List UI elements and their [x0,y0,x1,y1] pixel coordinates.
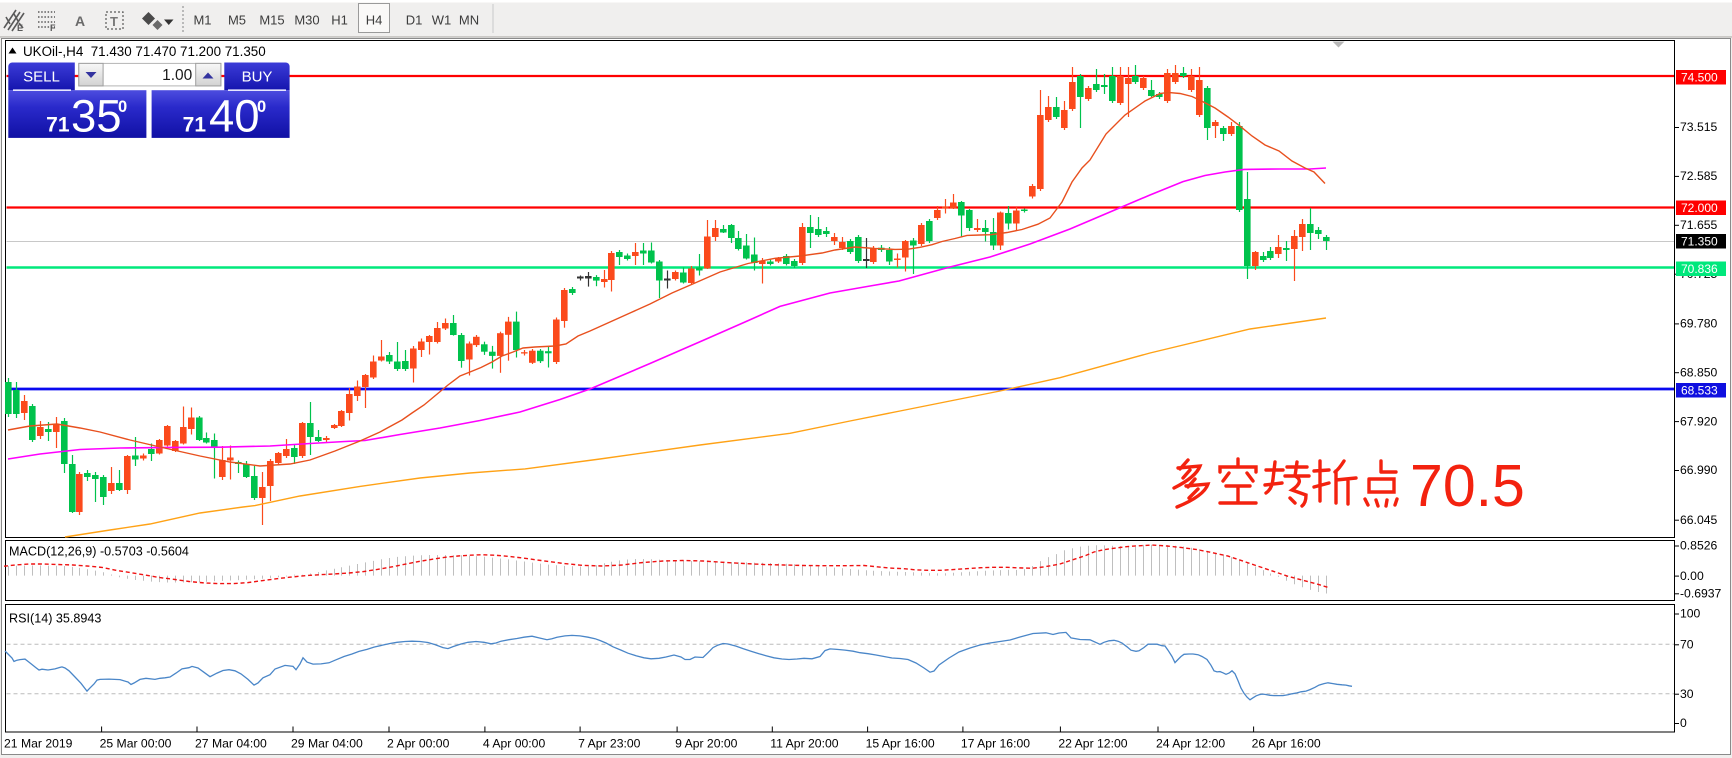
svg-text:72.000: 72.000 [1681,201,1718,215]
svg-text:21 Mar 2019: 21 Mar 2019 [4,737,73,751]
svg-text:70.836: 70.836 [1681,262,1718,276]
svg-text:M15: M15 [259,13,284,28]
svg-text:17 Apr 16:00: 17 Apr 16:00 [961,737,1030,751]
svg-text:0.00: 0.00 [1680,569,1704,583]
svg-text:70: 70 [1680,638,1694,652]
svg-text:T: T [110,14,118,29]
svg-text:40: 40 [209,91,260,142]
svg-text:0: 0 [1680,716,1687,730]
svg-text:71.655: 71.655 [1680,218,1717,232]
svg-text:73.515: 73.515 [1680,120,1717,134]
svg-text:MACD(12,26,9) -0.5703 -0.5604: MACD(12,26,9) -0.5703 -0.5604 [9,545,189,559]
svg-text:71: 71 [46,114,70,137]
svg-text:M30: M30 [294,13,319,28]
svg-text:H1: H1 [331,13,348,28]
svg-text:29 Mar 04:00: 29 Mar 04:00 [291,737,363,751]
svg-text:0: 0 [257,98,266,116]
svg-text:66.990: 66.990 [1680,463,1717,477]
svg-text:H4: H4 [366,13,383,28]
svg-text:69.780: 69.780 [1680,317,1717,331]
svg-text:11 Apr 20:00: 11 Apr 20:00 [770,737,838,751]
svg-text:M1: M1 [193,13,211,28]
svg-text:68.850: 68.850 [1680,365,1717,379]
svg-text:35: 35 [71,91,122,142]
svg-text:0.8526: 0.8526 [1680,539,1717,553]
svg-text:MN: MN [459,13,479,28]
svg-text:66.045: 66.045 [1680,513,1717,527]
svg-text:27 Mar 04:00: 27 Mar 04:00 [195,737,267,751]
svg-text:1.00: 1.00 [162,67,193,84]
svg-text:E: E [17,23,23,33]
svg-text:74.500: 74.500 [1681,71,1718,85]
svg-text:UKOil-,H4 71.430 71.470 71.20: UKOil-,H4 71.430 71.470 71.200 71.350 [23,44,266,59]
svg-text:BUY: BUY [242,69,273,86]
svg-text:W1: W1 [432,13,452,28]
svg-text:71: 71 [183,114,207,137]
svg-text:24 Apr 12:00: 24 Apr 12:00 [1156,737,1225,751]
svg-text:A: A [75,13,85,29]
svg-text:0: 0 [118,98,127,116]
svg-text:7 Apr 23:00: 7 Apr 23:00 [578,737,641,751]
svg-text:68.533: 68.533 [1681,384,1718,398]
svg-text:30: 30 [1680,687,1694,701]
svg-text:25 Mar 00:00: 25 Mar 00:00 [100,737,172,751]
svg-text:71.350: 71.350 [1681,235,1718,249]
svg-text:D1: D1 [406,13,423,28]
svg-text:M5: M5 [228,13,246,28]
svg-text:26 Apr 16:00: 26 Apr 16:00 [1252,737,1321,751]
svg-text:15 Apr 16:00: 15 Apr 16:00 [866,737,935,751]
svg-text:67.920: 67.920 [1680,414,1717,428]
svg-text:22 Apr 12:00: 22 Apr 12:00 [1058,737,1127,751]
svg-text:F: F [50,23,56,33]
svg-text:9 Apr 20:00: 9 Apr 20:00 [675,737,738,751]
svg-text:72.585: 72.585 [1680,169,1717,183]
svg-text:RSI(14) 35.8943: RSI(14) 35.8943 [9,612,101,626]
svg-text:2 Apr 00:00: 2 Apr 00:00 [387,737,450,751]
svg-text:100: 100 [1680,607,1701,621]
svg-text:4 Apr 00:00: 4 Apr 00:00 [483,737,546,751]
svg-text:-0.6937: -0.6937 [1680,587,1722,601]
svg-text:70.5: 70.5 [1410,453,1525,519]
svg-text:SELL: SELL [23,69,60,86]
